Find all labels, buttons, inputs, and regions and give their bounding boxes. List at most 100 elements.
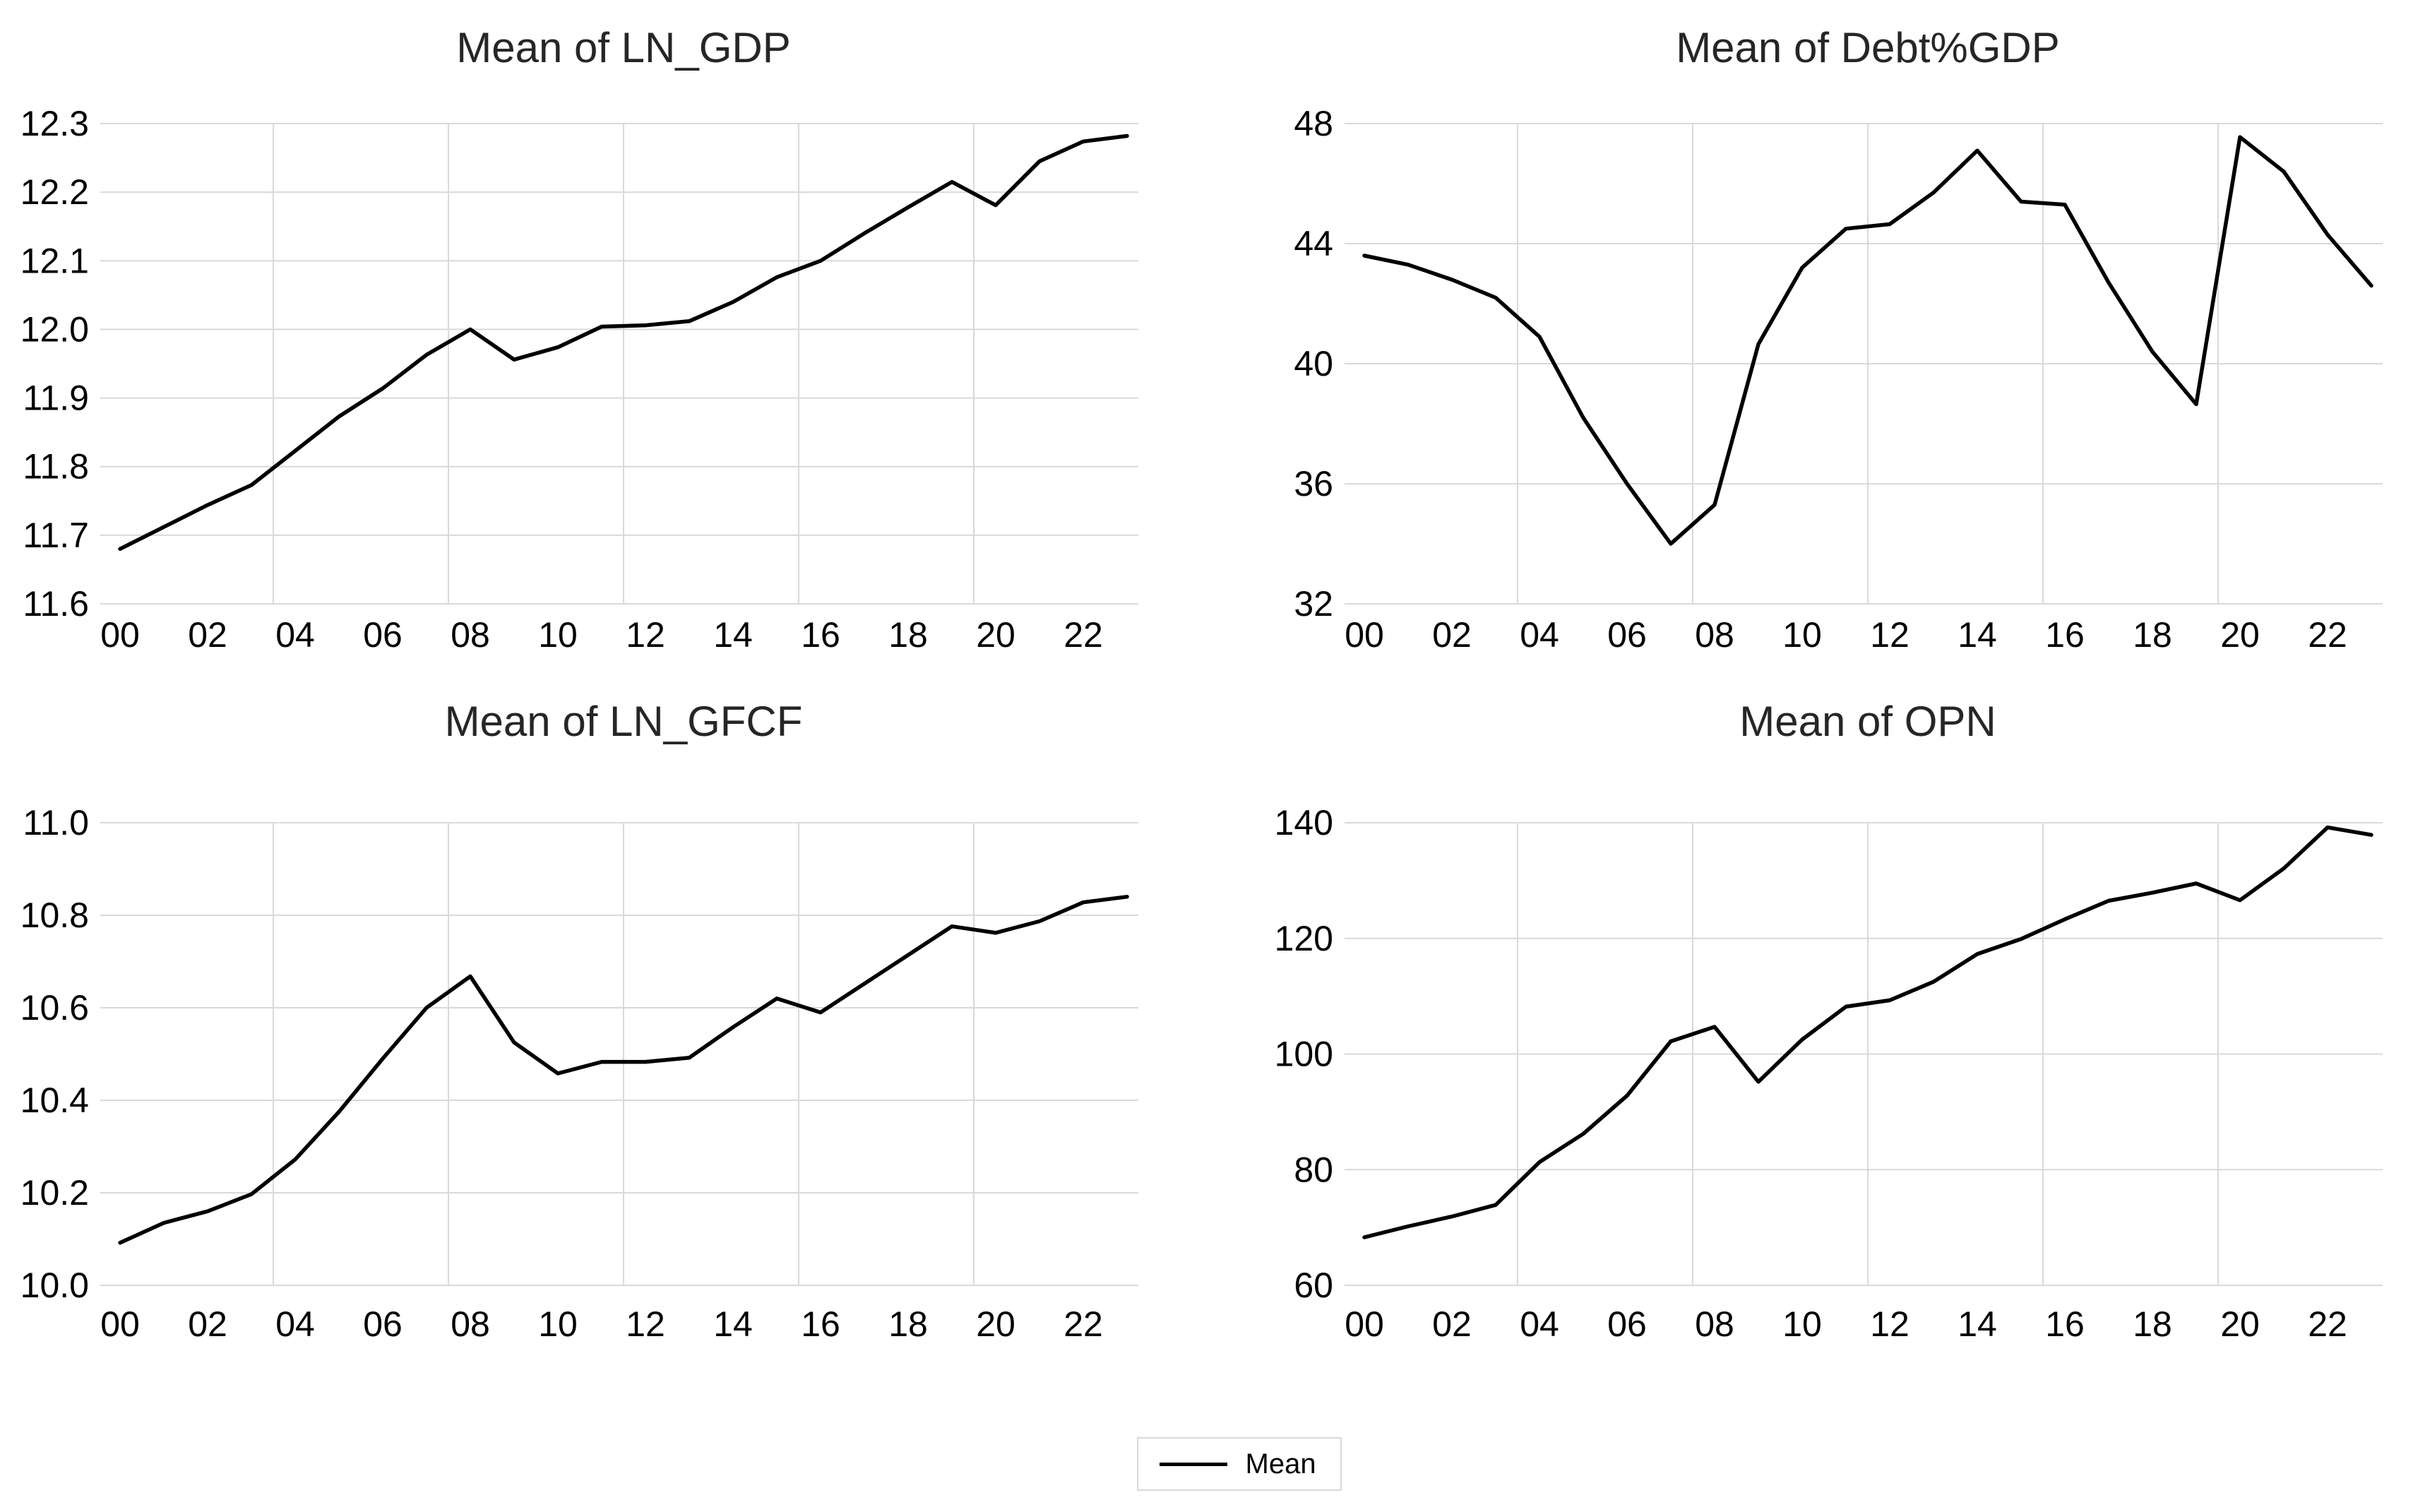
y-tick-label: 11.6 xyxy=(23,584,89,624)
x-tick-label: 02 xyxy=(188,1304,227,1344)
x-tick-label: 20 xyxy=(976,1304,1015,1344)
x-tick-label: 18 xyxy=(888,1304,928,1344)
legend-row: Mean xyxy=(0,1377,2413,1512)
x-tick-label: 02 xyxy=(188,615,227,655)
x-tick-label: 18 xyxy=(2133,615,2172,655)
x-tick-label: 22 xyxy=(1063,615,1103,655)
x-tick-label: 18 xyxy=(2133,1304,2172,1344)
y-tick-label: 40 xyxy=(1294,344,1333,383)
x-tick-labels: 00 02 04 06 08 10 12 14 16 18 20 22 xyxy=(1345,615,2347,655)
y-tick-label: 11.0 xyxy=(23,803,89,843)
x-tick-label: 12 xyxy=(626,615,665,655)
x-tick-label: 10 xyxy=(538,615,578,655)
x-tick-label: 22 xyxy=(1063,1304,1103,1344)
y-tick-label: 12.3 xyxy=(20,104,89,143)
series-line-mean xyxy=(118,133,1129,552)
x-tick-label: 10 xyxy=(538,1304,578,1344)
x-tick-label: 12 xyxy=(626,1304,665,1344)
x-tick-label: 04 xyxy=(1520,615,1559,655)
y-tick-label: 140 xyxy=(1275,803,1333,843)
x-tick-label: 20 xyxy=(2220,1304,2260,1344)
y-tick-label: 11.8 xyxy=(23,447,89,487)
x-tick-label: 06 xyxy=(363,615,403,655)
gridlines xyxy=(1345,123,2383,605)
y-tick-label: 12.0 xyxy=(20,309,89,349)
x-tick-labels: 00 02 04 06 08 10 12 14 16 18 20 22 xyxy=(100,1304,1103,1344)
charts-grid: 11.6 11.7 11.8 11.9 12.0 12.1 12.2 12.3 00 02 04 06… xyxy=(0,0,2413,1377)
chart-panel-mean-debt-pct-gdp: 32 36 40 44 48 00 02 04 06 08 10 12 14 16 18 20 22 Mean o… xyxy=(1200,0,2413,671)
x-tick-label: 02 xyxy=(1432,615,1472,655)
x-tick-label: 10 xyxy=(1782,615,1822,655)
chart-mean-ln-gfcf: 10.0 10.2 10.4 10.6 10.8 11.0 00 02 04 06 08 10 12 14… xyxy=(20,698,1138,1344)
series-line-mean xyxy=(1362,135,2373,546)
y-tick-label: 120 xyxy=(1275,919,1333,958)
y-tick-labels: 32 36 40 44 48 xyxy=(1294,104,1333,624)
gridlines xyxy=(1345,822,2383,1286)
x-tick-label: 14 xyxy=(1958,615,1997,655)
y-tick-label: 10.0 xyxy=(20,1266,89,1305)
y-tick-label: 10.8 xyxy=(20,895,89,935)
x-tick-label: 12 xyxy=(1870,615,1909,655)
chart-title: Mean of LN_GDP xyxy=(456,24,791,71)
y-tick-label: 36 xyxy=(1294,464,1333,504)
x-tick-label: 06 xyxy=(1607,1304,1647,1344)
x-tick-label: 18 xyxy=(888,615,928,655)
x-tick-label: 14 xyxy=(713,1304,753,1344)
legend: Mean xyxy=(1136,1437,1342,1491)
y-tick-labels: 60 80 100 120 140 xyxy=(1275,803,1333,1305)
x-tick-label: 08 xyxy=(451,1304,490,1344)
chart-mean-opn: 60 80 100 120 140 00 02 04 06 08 10 12 14 16 18 20 22 Mea… xyxy=(1275,698,2383,1344)
legend-label: Mean xyxy=(1245,1448,1316,1480)
y-tick-label: 10.2 xyxy=(20,1173,89,1213)
x-tick-label: 08 xyxy=(451,615,490,655)
y-tick-label: 12.2 xyxy=(20,172,89,212)
y-tick-label: 48 xyxy=(1294,104,1333,143)
x-tick-label: 16 xyxy=(2045,1304,2085,1344)
x-tick-label: 20 xyxy=(2220,615,2260,655)
x-tick-label: 08 xyxy=(1695,615,1734,655)
x-tick-label: 06 xyxy=(363,1304,403,1344)
y-tick-label: 10.4 xyxy=(20,1081,89,1120)
x-tick-labels: 00 02 04 06 08 10 12 14 16 18 20 22 xyxy=(1345,1304,2347,1344)
y-tick-label: 100 xyxy=(1275,1035,1333,1074)
gridlines xyxy=(100,822,1138,1286)
gridlines xyxy=(100,123,1138,605)
chart-title: Mean of Debt%GDP xyxy=(1676,24,2060,71)
x-tick-label: 22 xyxy=(2308,1304,2347,1344)
x-tick-label: 00 xyxy=(100,1304,140,1344)
legend-line-sample xyxy=(1159,1462,1227,1466)
y-tick-labels: 10.0 10.2 10.4 10.6 10.8 11.0 xyxy=(20,803,89,1305)
chart-panel-mean-opn: 60 80 100 120 140 00 02 04 06 08 10 12 14 16 18 20 22 Mea… xyxy=(1200,671,2413,1377)
y-tick-label: 44 xyxy=(1294,224,1333,263)
y-tick-label: 11.9 xyxy=(23,379,89,418)
x-tick-labels: 00 02 04 06 08 10 12 14 16 18 20 22 xyxy=(100,615,1103,655)
x-tick-label: 04 xyxy=(275,1304,315,1344)
x-tick-label: 08 xyxy=(1695,1304,1734,1344)
chart-title: Mean of LN_GFCF xyxy=(445,698,803,745)
x-tick-label: 00 xyxy=(1345,615,1384,655)
x-tick-label: 00 xyxy=(1345,1304,1384,1344)
y-tick-labels: 11.6 11.7 11.8 11.9 12.0 12.1 12.2 12.3 xyxy=(20,104,89,624)
chart-mean-ln-gdp: 11.6 11.7 11.8 11.9 12.0 12.1 12.2 12.3 00 02 04 06… xyxy=(20,24,1138,655)
x-tick-label: 10 xyxy=(1782,1304,1822,1344)
x-tick-label: 16 xyxy=(2045,615,2085,655)
x-tick-label: 04 xyxy=(1520,1304,1559,1344)
chart-mean-debt-pct-gdp: 32 36 40 44 48 00 02 04 06 08 10 12 14 16 18 20 22 Mean o… xyxy=(1294,24,2383,655)
x-tick-label: 04 xyxy=(275,615,315,655)
x-tick-label: 14 xyxy=(713,615,753,655)
x-tick-label: 14 xyxy=(1958,1304,1997,1344)
x-tick-label: 00 xyxy=(100,615,140,655)
x-tick-label: 12 xyxy=(1870,1304,1909,1344)
y-tick-label: 32 xyxy=(1294,584,1333,624)
x-tick-label: 16 xyxy=(801,615,840,655)
y-tick-label: 11.7 xyxy=(23,516,89,555)
x-tick-label: 20 xyxy=(976,615,1015,655)
y-tick-label: 60 xyxy=(1294,1266,1333,1305)
series-line-mean xyxy=(1362,825,2373,1239)
y-tick-label: 12.1 xyxy=(20,241,89,280)
chart-panel-mean-ln-gdp: 11.6 11.7 11.8 11.9 12.0 12.1 12.2 12.3 00 02 04 06… xyxy=(0,0,1200,671)
y-tick-label: 10.6 xyxy=(20,988,89,1028)
x-tick-label: 06 xyxy=(1607,615,1647,655)
x-tick-label: 02 xyxy=(1432,1304,1472,1344)
